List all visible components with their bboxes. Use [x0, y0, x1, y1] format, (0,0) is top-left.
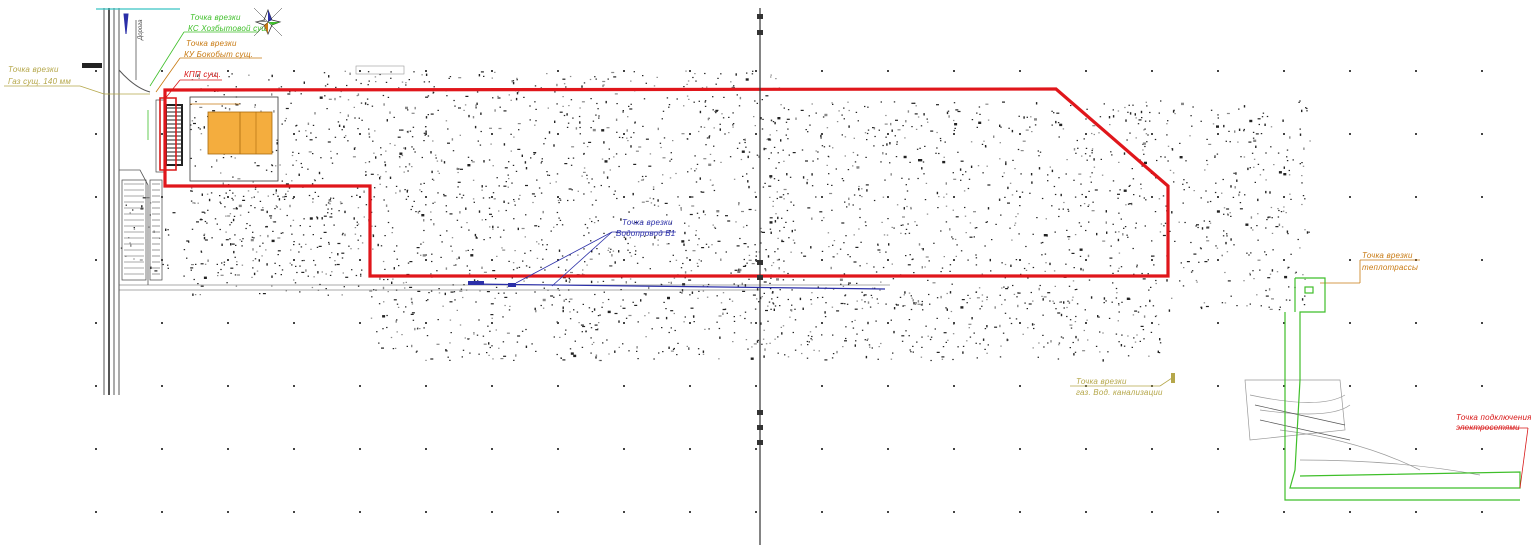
gas-tap-label-2: Газ сущ. 140 мм	[8, 77, 71, 86]
sewer-tap-leader	[147, 31, 258, 140]
kpp-outline	[159, 97, 177, 171]
power-tap-leader	[1320, 259, 1420, 284]
compass-rose-icon	[253, 7, 283, 37]
gas-branch-label-2: газ. Вод. канализации	[1076, 388, 1163, 397]
main-road	[96, 8, 890, 395]
gas-branch-leader	[1070, 377, 1173, 387]
heat-tap-leader	[155, 57, 262, 93]
sewer-tap-label-1: Точка врезки	[190, 13, 241, 22]
water-tap-label-2: Водопровод В1	[616, 229, 675, 238]
gas-meter-marker	[82, 63, 102, 68]
power-tap-label-1: Точка врезки	[1362, 251, 1413, 260]
parking-stalls	[124, 107, 181, 275]
power-route	[1284, 277, 1521, 501]
substation-area	[1244, 379, 1481, 476]
water-tap-label-1: Точка врезки	[622, 218, 673, 227]
gas-tap-label-1: Точка врезки	[8, 65, 59, 74]
survey-points	[95, 70, 1483, 513]
grid-connection-leader	[1458, 427, 1529, 489]
section-line	[757, 8, 763, 545]
sewer-tap-label-2: КС Хозбытовой сущ.	[188, 24, 271, 33]
grid-connection-label-1: Точка подключения	[1456, 413, 1531, 422]
kpp-leader	[163, 79, 222, 101]
existing-building-block	[189, 65, 405, 182]
gas-branch-label-1: Точка врезки	[1076, 377, 1127, 386]
water-pipeline	[468, 231, 886, 290]
road-label: Дорога	[138, 19, 144, 41]
gas-tap-leader	[4, 85, 150, 95]
heat-tap-label-1: Точка врезки	[186, 39, 237, 48]
site-boundary	[163, 87, 1170, 278]
power-tap-label-2: теплотрассы	[1362, 263, 1418, 272]
heat-tap-label-2: КУ Бокобыт сущ.	[184, 50, 253, 59]
gas-branch-marker	[1171, 373, 1175, 383]
grid-connection-label-2: электросетями	[1456, 423, 1520, 432]
kpp-label: КПП сущ.	[184, 70, 221, 79]
